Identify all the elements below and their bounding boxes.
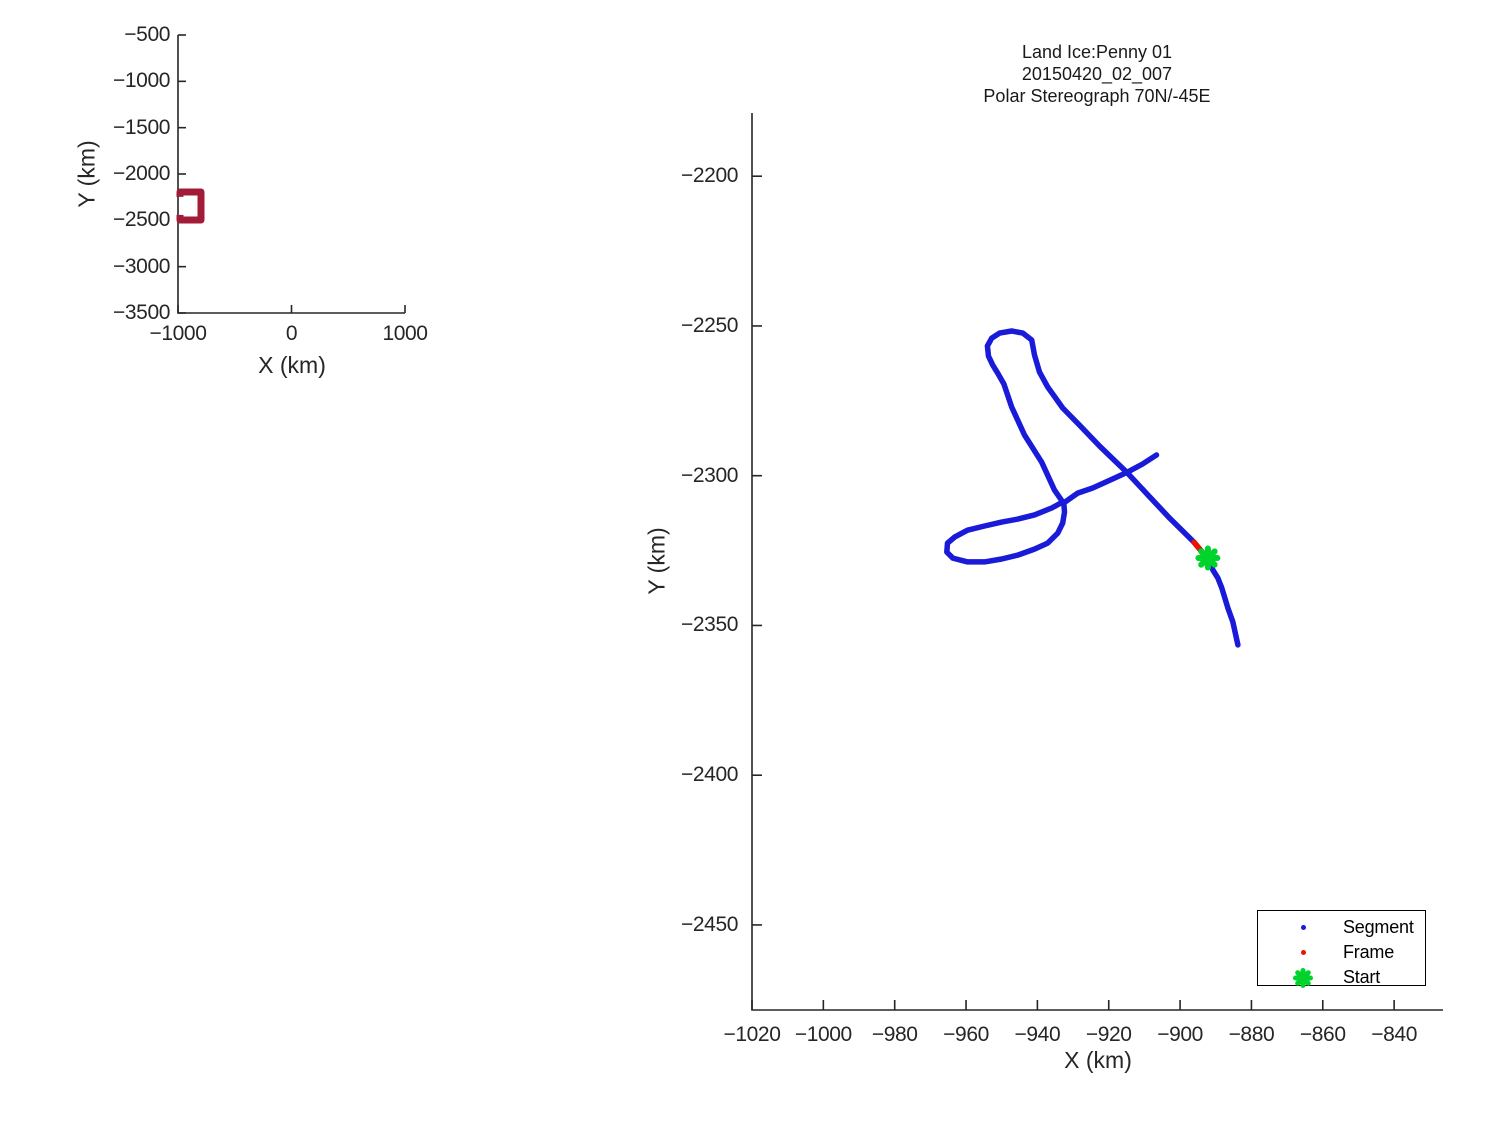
tick-label: −920 <box>1085 1023 1132 1046</box>
plot-title-line-3: Polar Stereograph 70N/-45E <box>983 86 1211 106</box>
tick-label: −2300 <box>681 463 738 487</box>
legend-row-segment: Segment <box>1258 915 1425 940</box>
plot-title: Land Ice:Penny 01 20150420_02_007 Polar … <box>747 41 1447 107</box>
tick-label: 1000 <box>382 322 428 345</box>
tick-label: −880 <box>1228 1023 1275 1046</box>
frame-dot-icon <box>1288 950 1318 955</box>
tick-label: −1500 <box>113 115 170 139</box>
tick-label: −3000 <box>113 254 170 278</box>
tick-label: −980 <box>871 1023 918 1046</box>
segment-dot-icon <box>1288 925 1318 930</box>
tick-label: −1000 <box>113 69 170 93</box>
tick-label: −3500 <box>113 301 170 324</box>
legend-row-frame: Frame <box>1258 940 1425 965</box>
tick-label: −1000 <box>149 322 207 345</box>
legend-row-start: Start <box>1258 965 1425 990</box>
main-x-axis-label: X (km) <box>1064 1047 1132 1073</box>
tick-label: −960 <box>943 1023 989 1046</box>
main-y-axis-label: Y (km) <box>643 527 670 595</box>
tick-label: −2200 <box>681 164 738 188</box>
tick-label: −860 <box>1299 1023 1346 1046</box>
tick-label: −2250 <box>681 313 738 337</box>
tick-label: −840 <box>1371 1023 1417 1046</box>
legend: Segment Frame Start <box>1257 910 1426 988</box>
legend-label-frame: Frame <box>1343 942 1395 962</box>
tick-label: −1020 <box>723 1023 781 1046</box>
legend-label-segment: Segment <box>1343 917 1414 937</box>
tick-label: −2450 <box>681 912 738 936</box>
tick-label: −900 <box>1157 1023 1203 1046</box>
legend-label-start: Start <box>1343 967 1381 987</box>
start-marker <box>1195 545 1221 571</box>
tick-label: −2000 <box>113 162 170 185</box>
plot-title-line-1: Land Ice:Penny 01 <box>1021 42 1173 62</box>
tick-label: −2500 <box>113 208 170 232</box>
tick-label: −500 <box>124 23 170 46</box>
tick-label: −2400 <box>681 763 738 787</box>
segment-track <box>944 328 1241 648</box>
tick-label: −1000 <box>794 1023 852 1046</box>
flight-track-extent-track <box>176 188 205 224</box>
overview-axes <box>177 35 405 314</box>
plot-title-line-2: 20150420_02_007 <box>1021 64 1173 84</box>
main-axes <box>751 113 1443 1011</box>
start-asterisk-icon <box>1288 967 1318 988</box>
overview-x-axis-label: X (km) <box>258 352 326 378</box>
tick-label: −2350 <box>681 613 738 637</box>
tick-label: −940 <box>1014 1023 1061 1046</box>
tick-label: 0 <box>285 322 298 345</box>
